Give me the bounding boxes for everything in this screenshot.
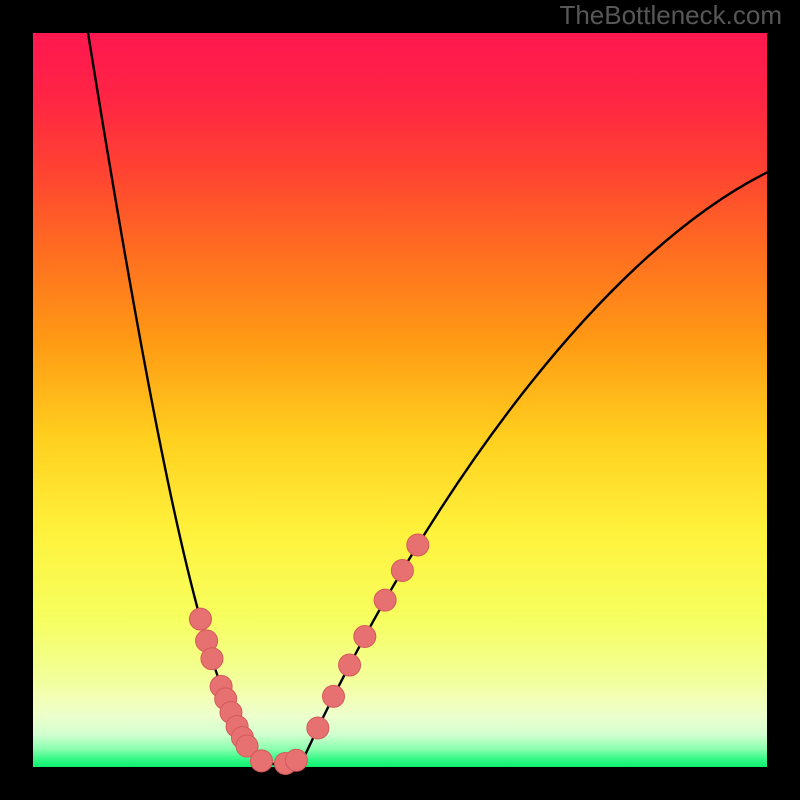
chart-frame: TheBottleneck.com	[0, 0, 800, 800]
data-marker	[407, 534, 429, 556]
data-marker	[322, 685, 344, 707]
data-marker	[374, 589, 396, 611]
data-marker	[201, 648, 223, 670]
chart-svg	[0, 0, 800, 800]
data-marker	[285, 749, 307, 771]
left-curve	[88, 33, 253, 756]
data-marker	[391, 559, 413, 581]
watermark-text: TheBottleneck.com	[559, 0, 782, 31]
data-marker	[354, 626, 376, 648]
right-curve	[305, 172, 767, 756]
data-marker	[250, 750, 272, 772]
data-marker	[307, 717, 329, 739]
data-marker	[339, 654, 361, 676]
data-marker	[189, 608, 211, 630]
